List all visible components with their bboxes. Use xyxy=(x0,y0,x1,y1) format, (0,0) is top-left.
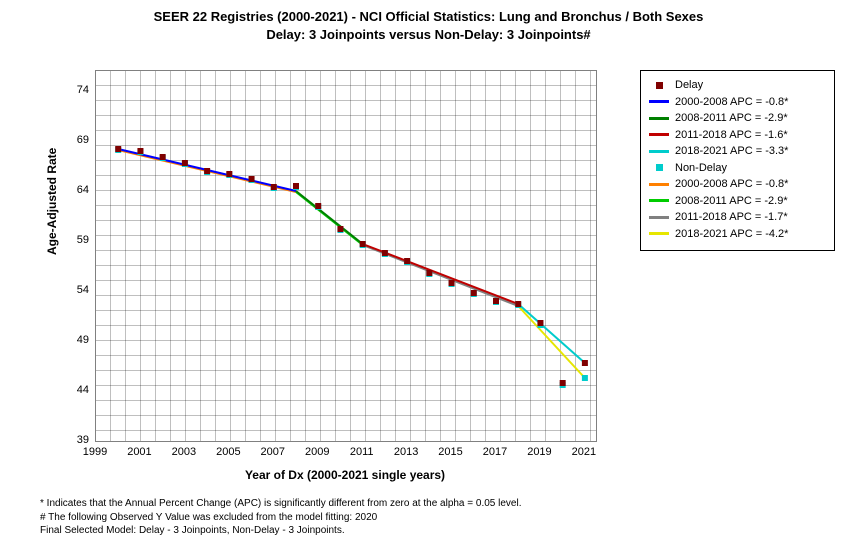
delay-point xyxy=(226,171,232,177)
chart-title: SEER 22 Registries (2000-2021) - NCI Off… xyxy=(0,8,857,43)
legend-label: 2008-2011 APC = -2.9* xyxy=(675,110,788,127)
x-tick-label: 2013 xyxy=(394,446,418,458)
legend-label: 2008-2011 APC = -2.9* xyxy=(675,193,788,210)
y-tick-label: 69 xyxy=(59,134,89,146)
legend-label: 2011-2018 APC = -1.7* xyxy=(675,209,788,226)
delay-point xyxy=(515,301,521,307)
delay-point xyxy=(337,226,343,232)
y-tick-label: 59 xyxy=(59,234,89,246)
delay_fit-segment xyxy=(296,191,363,244)
title-line-1: SEER 22 Registries (2000-2021) - NCI Off… xyxy=(0,8,857,26)
plot-area xyxy=(95,70,597,442)
x-tick-label: 2019 xyxy=(527,446,551,458)
y-axis-title: Age-Adjusted Rate xyxy=(45,148,59,255)
y-tick-label: 54 xyxy=(59,284,89,296)
delay-point xyxy=(426,270,432,276)
legend-item: 2018-2021 APC = -4.2* xyxy=(649,226,826,243)
delay-point xyxy=(449,280,455,286)
delay-point xyxy=(315,203,321,209)
legend-label: 2018-2021 APC = -4.2* xyxy=(675,226,788,243)
legend-item: Delay xyxy=(649,77,826,94)
x-tick-label: 2007 xyxy=(261,446,285,458)
legend-line-icon xyxy=(649,130,669,140)
legend-item: Non-Delay xyxy=(649,160,826,177)
footnote-1: * Indicates that the Annual Percent Chan… xyxy=(40,497,521,511)
delay-point xyxy=(560,380,566,386)
legend-label: 2000-2008 APC = -0.8* xyxy=(675,176,788,193)
x-tick-label: 2017 xyxy=(483,446,507,458)
x-tick-label: 2003 xyxy=(172,446,196,458)
y-tick-label: 49 xyxy=(59,334,89,346)
x-axis-title: Year of Dx (2000-2021 single years) xyxy=(95,468,595,482)
footnote-3: Final Selected Model: Delay - 3 Joinpoin… xyxy=(40,524,521,538)
x-tick-label: 2005 xyxy=(216,446,240,458)
delay_fit-segment xyxy=(518,304,585,363)
legend-label: 2011-2018 APC = -1.6* xyxy=(675,127,788,144)
delay-point xyxy=(537,320,543,326)
y-tick-label: 64 xyxy=(59,184,89,196)
x-tick-label: 2015 xyxy=(438,446,462,458)
legend-label: Delay xyxy=(675,77,703,94)
delay-point xyxy=(115,146,121,152)
footnotes: * Indicates that the Annual Percent Chan… xyxy=(40,497,521,538)
delay-point xyxy=(249,176,255,182)
x-tick-label: 2001 xyxy=(127,446,151,458)
delay-point xyxy=(137,148,143,154)
legend-item: 2000-2008 APC = -0.8* xyxy=(649,94,826,111)
delay-point xyxy=(271,184,277,190)
y-tick-label: 44 xyxy=(59,384,89,396)
legend-item: 2000-2008 APC = -0.8* xyxy=(649,176,826,193)
y-tick-label: 74 xyxy=(59,84,89,96)
title-line-2: Delay: 3 Joinpoints versus Non-Delay: 3 … xyxy=(0,26,857,44)
legend-item: 2008-2011 APC = -2.9* xyxy=(649,110,826,127)
legend-label: Non-Delay xyxy=(675,160,727,177)
legend-item: 2011-2018 APC = -1.7* xyxy=(649,209,826,226)
delay-point xyxy=(382,250,388,256)
x-tick-label: 1999 xyxy=(83,446,107,458)
x-tick-label: 2009 xyxy=(305,446,329,458)
nondelay-point xyxy=(582,375,588,381)
legend-line-icon xyxy=(649,146,669,156)
footnote-2: # The following Observed Y Value was exc… xyxy=(40,511,521,525)
delay-point xyxy=(160,154,166,160)
legend-label: 2018-2021 APC = -3.3* xyxy=(675,143,788,160)
legend-item: 2008-2011 APC = -2.9* xyxy=(649,193,826,210)
legend-label: 2000-2008 APC = -0.8* xyxy=(675,94,788,111)
delay-point xyxy=(204,168,210,174)
x-tick-label: 2011 xyxy=(350,446,374,458)
y-tick-label: 39 xyxy=(59,434,89,446)
legend-line-icon xyxy=(649,196,669,206)
delay-point xyxy=(293,183,299,189)
legend: Delay2000-2008 APC = -0.8*2008-2011 APC … xyxy=(640,70,835,251)
delay-point xyxy=(182,160,188,166)
legend-line-icon xyxy=(649,113,669,123)
x-tick-label: 2021 xyxy=(572,446,596,458)
delay-point xyxy=(404,258,410,264)
delay-point xyxy=(582,360,588,366)
delay-point xyxy=(471,290,477,296)
legend-marker-icon xyxy=(649,163,669,173)
delay-point xyxy=(360,241,366,247)
nondelay_fit-segment xyxy=(518,306,585,378)
legend-line-icon xyxy=(649,179,669,189)
legend-line-icon xyxy=(649,97,669,107)
legend-item: 2018-2021 APC = -3.3* xyxy=(649,143,826,160)
legend-item: 2011-2018 APC = -1.6* xyxy=(649,127,826,144)
legend-line-icon xyxy=(649,212,669,222)
legend-marker-icon xyxy=(649,80,669,90)
legend-line-icon xyxy=(649,229,669,239)
plot-svg xyxy=(96,71,596,441)
delay-point xyxy=(493,298,499,304)
